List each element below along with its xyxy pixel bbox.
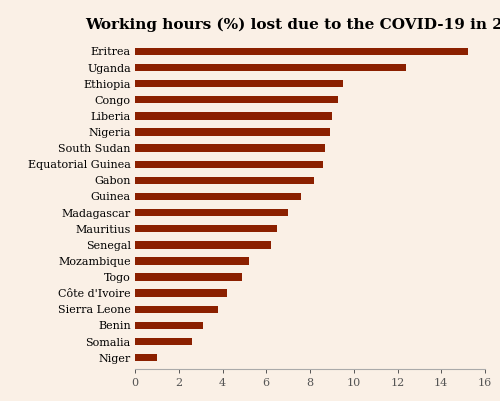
Bar: [135, 51, 468, 55]
Bar: [135, 112, 332, 117]
Bar: [135, 48, 468, 52]
Bar: [135, 67, 406, 71]
Bar: [135, 209, 288, 213]
Bar: [135, 338, 192, 342]
Bar: [135, 357, 157, 361]
Bar: [135, 144, 326, 149]
Bar: [135, 260, 249, 265]
Bar: [135, 196, 301, 200]
Bar: [135, 341, 192, 345]
Bar: [135, 308, 218, 313]
Bar: [135, 64, 406, 68]
Bar: [135, 324, 203, 329]
Bar: [135, 131, 330, 136]
Bar: [135, 128, 330, 133]
Bar: [135, 176, 314, 181]
Bar: [135, 83, 343, 87]
Bar: [135, 306, 218, 310]
Bar: [135, 115, 332, 119]
Bar: [135, 228, 277, 233]
Bar: [135, 147, 326, 152]
Bar: [135, 193, 301, 197]
Bar: [135, 160, 323, 165]
Bar: [135, 257, 249, 262]
Bar: [135, 164, 323, 168]
Bar: [135, 273, 242, 278]
Title: Working hours (%) lost due to the COVID-19 in 2020: Working hours (%) lost due to the COVID-…: [85, 18, 500, 32]
Bar: [135, 322, 203, 326]
Bar: [135, 96, 338, 101]
Bar: [135, 241, 270, 245]
Bar: [135, 290, 227, 294]
Bar: [135, 244, 270, 249]
Bar: [135, 354, 157, 358]
Bar: [135, 225, 277, 229]
Bar: [135, 292, 227, 297]
Bar: [135, 276, 242, 281]
Bar: [135, 180, 314, 184]
Bar: [135, 212, 288, 216]
Bar: [135, 80, 343, 85]
Bar: [135, 99, 338, 103]
